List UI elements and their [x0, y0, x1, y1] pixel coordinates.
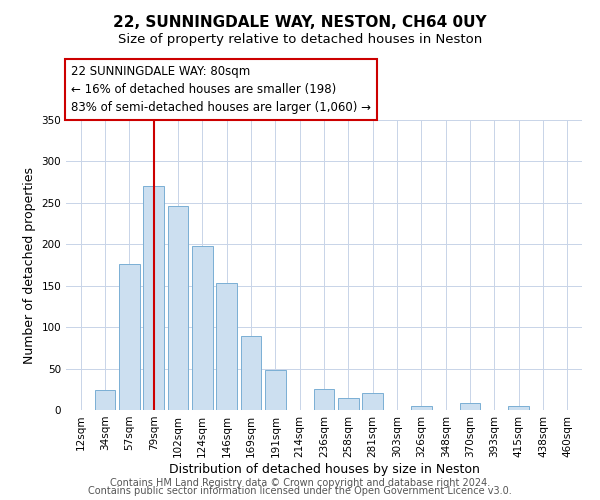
Bar — [460, 404, 481, 410]
Bar — [241, 336, 262, 410]
Bar — [143, 186, 164, 410]
X-axis label: Distribution of detached houses by size in Neston: Distribution of detached houses by size … — [169, 462, 479, 475]
Bar — [192, 246, 212, 410]
Y-axis label: Number of detached properties: Number of detached properties — [23, 166, 36, 364]
Text: Contains public sector information licensed under the Open Government Licence v3: Contains public sector information licen… — [88, 486, 512, 496]
Bar — [216, 283, 237, 410]
Text: Contains HM Land Registry data © Crown copyright and database right 2024.: Contains HM Land Registry data © Crown c… — [110, 478, 490, 488]
Bar — [362, 392, 383, 410]
Text: 22, SUNNINGDALE WAY, NESTON, CH64 0UY: 22, SUNNINGDALE WAY, NESTON, CH64 0UY — [113, 15, 487, 30]
Bar — [508, 406, 529, 410]
Bar — [411, 406, 432, 410]
Bar — [338, 398, 359, 410]
Bar — [167, 206, 188, 410]
Bar — [95, 390, 115, 410]
Bar — [314, 390, 334, 410]
Text: Size of property relative to detached houses in Neston: Size of property relative to detached ho… — [118, 32, 482, 46]
Bar — [119, 264, 140, 410]
Bar — [265, 370, 286, 410]
Text: 22 SUNNINGDALE WAY: 80sqm
← 16% of detached houses are smaller (198)
83% of semi: 22 SUNNINGDALE WAY: 80sqm ← 16% of detac… — [71, 65, 371, 114]
